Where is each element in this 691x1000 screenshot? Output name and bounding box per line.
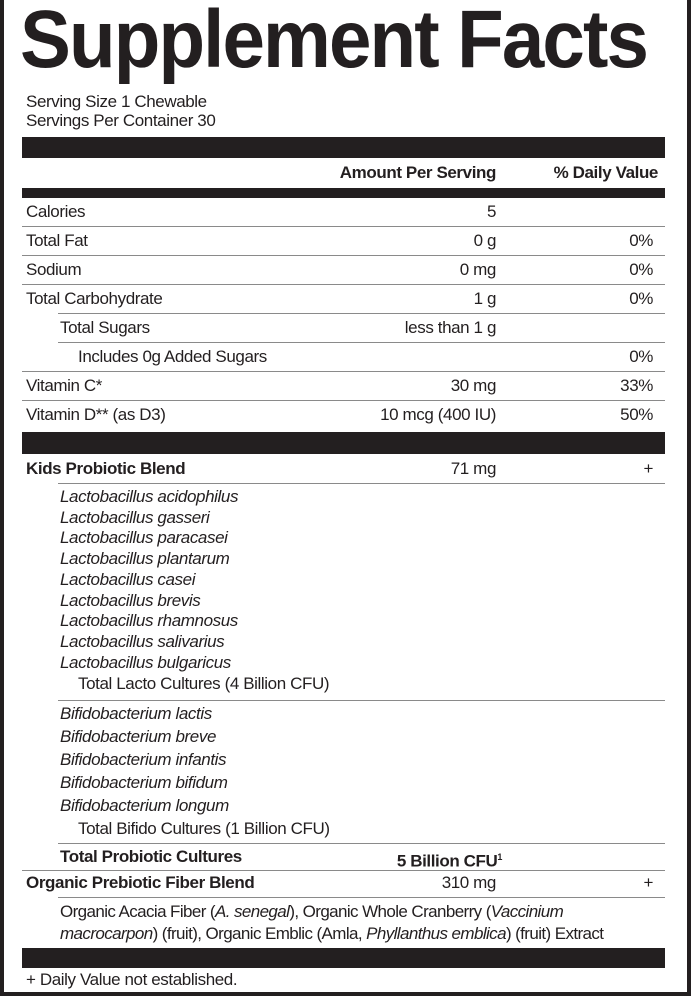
row-divider xyxy=(22,371,665,372)
ingredient-text: A. senegal xyxy=(214,902,290,921)
strain-name: Lactobacillus salivarius xyxy=(60,631,225,651)
nutrient-daily-value: 0% xyxy=(629,347,653,366)
label-title: Supplement Facts xyxy=(20,0,649,85)
header-daily-value: % Daily Value xyxy=(553,163,659,182)
prebiotic-blend-dv: + xyxy=(643,873,653,892)
total-probiotic-value: 5 Billion CFU xyxy=(396,851,498,871)
nutrient-name: Calories xyxy=(26,202,86,221)
nutrient-name: Total Fat xyxy=(26,231,88,250)
strain-name: Lactobacillus casei xyxy=(60,569,196,589)
nutrient-amount: less than 1 g xyxy=(404,318,497,337)
probiotic-blend-amount: 71 mg xyxy=(450,459,497,478)
prebiotic-blend-amount: 310 mg xyxy=(441,873,497,892)
ingredient-text: macrocarpon xyxy=(60,924,153,943)
ingredient-text: Vaccinium xyxy=(490,902,564,921)
serving-size: Serving Size 1 Chewable xyxy=(26,92,207,111)
probiotic-blend-name: Kids Probiotic Blend xyxy=(26,459,186,478)
prebiotic-blend-name: Organic Prebiotic Fiber Blend xyxy=(26,873,255,892)
prebiotic-ingredients: macrocarpon) (fruit), Organic Emblic (Am… xyxy=(60,924,604,944)
nutrient-daily-value: 33% xyxy=(620,376,653,395)
header-amount: Amount Per Serving xyxy=(339,163,497,182)
ingredient-text: ) (fruit), Organic Emblic (Amla, xyxy=(152,924,367,943)
row-divider xyxy=(58,700,665,701)
ingredient-text: Phyllanthus emblica xyxy=(366,924,506,943)
row-divider xyxy=(22,284,665,285)
row-divider xyxy=(58,843,665,844)
row-divider xyxy=(22,870,665,871)
strain-name: Lactobacillus brevis xyxy=(60,590,201,610)
strain-name: Lactobacillus paracasei xyxy=(60,528,228,548)
nutrient-daily-value: 50% xyxy=(620,405,653,424)
nutrient-daily-value: 0% xyxy=(629,260,653,279)
probiotic-blend-dv: + xyxy=(643,459,653,478)
divider-bar xyxy=(22,948,665,968)
total-probiotic-label: Total Probiotic Cultures xyxy=(60,847,242,866)
nutrient-name: Total Carbohydrate xyxy=(26,289,163,308)
strain-name: Lactobacillus plantarum xyxy=(60,549,230,569)
row-divider xyxy=(22,400,665,401)
nutrient-name: Vitamin C* xyxy=(26,376,102,395)
strain-name: Bifidobacterium bifidum xyxy=(60,773,228,792)
ingredient-text: ), Organic Whole Cranberry ( xyxy=(289,902,491,921)
prebiotic-ingredients: Organic Acacia Fiber (A. senegal), Organ… xyxy=(60,902,564,922)
divider-bar xyxy=(22,188,665,198)
strain-name: Lactobacillus gasseri xyxy=(60,507,210,527)
footnote: + Daily Value not established. xyxy=(26,970,238,989)
nutrient-name: Vitamin D** (as D3) xyxy=(26,405,166,424)
ingredient-text: Organic Acacia Fiber ( xyxy=(60,902,216,921)
nutrient-amount: 10 mcg (400 IU) xyxy=(380,405,496,424)
nutrient-name: Sodium xyxy=(26,260,82,279)
lacto-total: Total Lacto Cultures (4 Billion CFU) xyxy=(78,674,330,693)
servings-per-container: Servings Per Container 30 xyxy=(26,111,216,130)
divider-bar xyxy=(22,432,665,454)
nutrient-amount: 0 g xyxy=(473,231,497,250)
strain-name: Bifidobacterium breve xyxy=(60,727,217,746)
strain-name: Bifidobacterium infantis xyxy=(60,750,227,769)
row-divider xyxy=(22,255,665,256)
bifido-total: Total Bifido Cultures (1 Billion CFU) xyxy=(78,819,330,838)
row-divider xyxy=(22,226,665,227)
nutrient-daily-value: 0% xyxy=(629,231,653,250)
row-divider xyxy=(58,897,665,898)
row-divider xyxy=(58,483,665,484)
nutrient-amount: 5 xyxy=(486,202,496,221)
nutrient-amount: 0 mg xyxy=(459,260,497,279)
nutrient-name: Total Sugars xyxy=(60,318,150,337)
nutrient-amount: 1 g xyxy=(473,289,497,308)
ingredient-text: ) (fruit) Extract xyxy=(505,924,604,943)
total-probiotic-amount: 5 Billion CFU1 xyxy=(250,847,503,872)
row-divider xyxy=(58,342,665,343)
strain-name: Lactobacillus bulgaricus xyxy=(60,652,231,672)
footnote-marker: 1 xyxy=(497,852,502,862)
nutrient-amount: 30 mg xyxy=(450,376,497,395)
divider-bar xyxy=(22,137,665,158)
nutrient-daily-value: 0% xyxy=(629,289,653,308)
row-divider xyxy=(58,313,665,314)
strain-name: Lactobacillus rhamnosus xyxy=(60,611,238,631)
strain-name: Lactobacillus acidophilus xyxy=(60,487,239,506)
nutrient-name: Includes 0g Added Sugars xyxy=(78,347,267,366)
strain-name: Bifidobacterium lactis xyxy=(60,704,212,723)
strain-name: Bifidobacterium longum xyxy=(60,796,229,815)
